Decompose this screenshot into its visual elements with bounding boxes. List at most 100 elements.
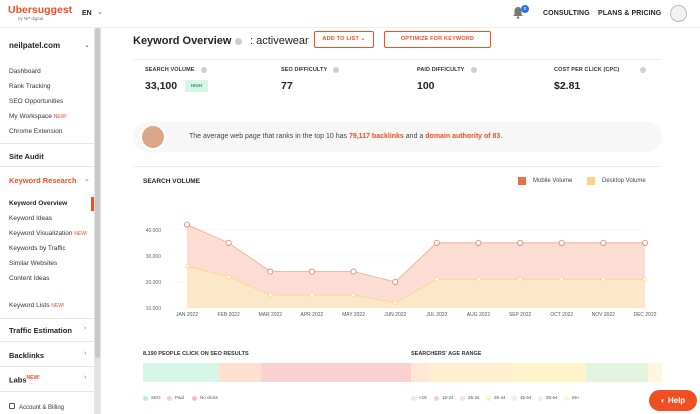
y-tick-label: 40,000 [146, 228, 162, 234]
plans-pricing-link[interactable]: PLANS & PRICING [598, 10, 662, 17]
data-point [308, 268, 315, 275]
legend-paid: Paid [175, 395, 185, 400]
sidebar-item-label: Keyword Visualization [9, 230, 73, 237]
scrollbar-thumb[interactable] [95, 28, 100, 358]
age-35-44-segment[interactable] [586, 363, 648, 382]
data-point [642, 277, 648, 282]
info-icon[interactable] [235, 38, 242, 45]
series-line-mobile [186, 224, 645, 283]
series-line-desktop [186, 265, 645, 304]
x-tick-label: JUL 2022 [426, 312, 447, 318]
banner-suffix: . [500, 133, 503, 140]
paid-clicks-segment[interactable] [219, 363, 261, 382]
sidebar-item-chrome-extension[interactable]: Chrome Extension [9, 128, 63, 135]
metrics-panel [133, 59, 662, 105]
chevron-right-icon[interactable]: › [84, 374, 87, 381]
sidebar-item-label: Account & Billing [19, 405, 65, 411]
optimize-for-keyword-button[interactable]: OPTIMIZE FOR KEYWORD [384, 31, 491, 48]
no-clicks-segment[interactable] [261, 363, 411, 382]
x-tick-label: JUN 2022 [384, 312, 406, 318]
age-25-34-segment[interactable] [514, 363, 586, 382]
divider [0, 143, 94, 144]
search-volume-value: 33,100 [145, 80, 178, 92]
age-18-24-segment[interactable] [429, 363, 514, 382]
data-point [184, 221, 191, 228]
legend-dot-paid [167, 396, 172, 401]
sidebar-item-keyword-visualization[interactable]: Keyword Visualization NEW! [9, 230, 87, 237]
info-icon[interactable] [333, 67, 339, 73]
x-tick-label: NOV 2022 [592, 312, 616, 318]
backlinks-count: 79,117 backlinks [348, 133, 404, 140]
sidebar-item-keyword-overview[interactable]: Keyword Overview [9, 200, 68, 207]
legend-age-45-54: 45-54 [520, 395, 532, 400]
seo-clicks-segment[interactable] [143, 363, 219, 382]
series-area-desktop [187, 266, 645, 308]
x-tick-label: FEB 2022 [218, 312, 240, 318]
sidebar-item-dashboard[interactable]: Dashboard [9, 68, 41, 75]
sidebar-item-similar-websites[interactable]: Similar Websites [9, 260, 58, 267]
x-tick-label: APR 2022 [301, 312, 324, 318]
sidebar-item-keyword-lists[interactable]: Keyword Lists NEW! [9, 302, 64, 309]
chevron-down-icon[interactable]: ⌄ [84, 176, 90, 183]
data-point [601, 277, 606, 282]
data-point [517, 239, 524, 246]
notification-badge: 0 [521, 5, 529, 13]
consulting-link[interactable]: CONSULTING [543, 10, 590, 17]
sidebar-section-labs[interactable]: LabsNEW! [9, 375, 40, 385]
add-to-list-button[interactable]: ADD TO LIST ⌄ [314, 31, 374, 48]
sidebar-item-content-ideas[interactable]: Content Ideas [9, 275, 50, 282]
keyword-value: activewear [256, 35, 309, 47]
help-button[interactable]: ◐ Help [649, 390, 697, 411]
info-icon[interactable] [471, 67, 477, 73]
user-avatar[interactable] [670, 5, 687, 22]
x-tick-label: AUG 2022 [467, 312, 491, 318]
x-tick-label: MAR 2022 [258, 312, 282, 318]
sidebar-item-seo-opportunities[interactable]: SEO Opportunities [9, 98, 64, 105]
keyword-label: : activewear [250, 35, 309, 47]
title-separator: : [250, 35, 254, 47]
page-title: Keyword Overview [133, 35, 232, 47]
y-tick-label: 20,000 [146, 280, 162, 286]
divider [0, 318, 94, 319]
chevron-right-icon[interactable]: › [84, 350, 87, 357]
sidebar-section-backlinks[interactable]: Backlinks [9, 351, 45, 360]
x-tick-label: SEP 2022 [509, 312, 532, 318]
language-selector[interactable]: EN [82, 10, 92, 17]
button-label: ADD TO LIST [322, 36, 360, 42]
sidebar-section-traffic-estimation[interactable]: Traffic Estimation [9, 326, 72, 335]
data-point [434, 277, 440, 282]
legend-dot-seo [143, 396, 148, 401]
data-point [392, 278, 399, 285]
chevron-right-icon[interactable]: › [84, 325, 87, 332]
search-volume-card [133, 166, 662, 341]
data-point [558, 239, 565, 246]
sidebar-item-keywords-by-traffic[interactable]: Keywords by Traffic [9, 245, 66, 252]
legend-dot-age [460, 396, 465, 401]
sidebar-item-keyword-ideas[interactable]: Keyword Ideas [9, 215, 52, 222]
legend-seo: SEO [151, 395, 161, 400]
info-icon[interactable] [640, 67, 646, 73]
ubersuggest-logo[interactable]: Ubersuggest [8, 4, 73, 16]
legend-no-clicks: No clicks [200, 395, 219, 400]
age-45-plus-segment[interactable] [648, 363, 662, 382]
chevron-down-icon[interactable]: ⌄ [84, 42, 90, 49]
search-volume-label: SEARCH VOLUME [145, 67, 195, 73]
sidebar-item-account-billing[interactable]: Account & Billing [9, 403, 64, 411]
sidebar-section-site-audit[interactable]: Site Audit [9, 152, 44, 161]
chevron-down-icon[interactable]: ⌄ [97, 9, 103, 16]
legend-age-55-64: 55-64 [546, 395, 558, 400]
bell-icon[interactable] [512, 6, 524, 19]
legend-age-35-44: 35-44 [494, 395, 506, 400]
info-icon[interactable] [201, 67, 207, 73]
sidebar-item-my-workspace[interactable]: My Workspace NEW! [9, 113, 67, 120]
search-volume-chart[interactable]: 40,000 30,000 20,000 10,000 JAN 2022 FEB 2022… [133, 220, 662, 325]
sidebar-section-keyword-research[interactable]: Keyword Research [9, 176, 77, 185]
site-selector[interactable]: neilpatel.com [9, 41, 61, 50]
legend-age-65-plus: 65+ [572, 395, 580, 400]
data-point [350, 268, 357, 275]
age-under-18-segment[interactable] [411, 363, 429, 382]
logo-subtitle: by NP digital [18, 16, 44, 21]
banner-prefix: The average web page that ranks in the t… [189, 133, 349, 140]
sidebar-item-rank-tracking[interactable]: Rank Tracking [9, 83, 51, 90]
x-tick-label: MAY 2022 [342, 312, 365, 318]
